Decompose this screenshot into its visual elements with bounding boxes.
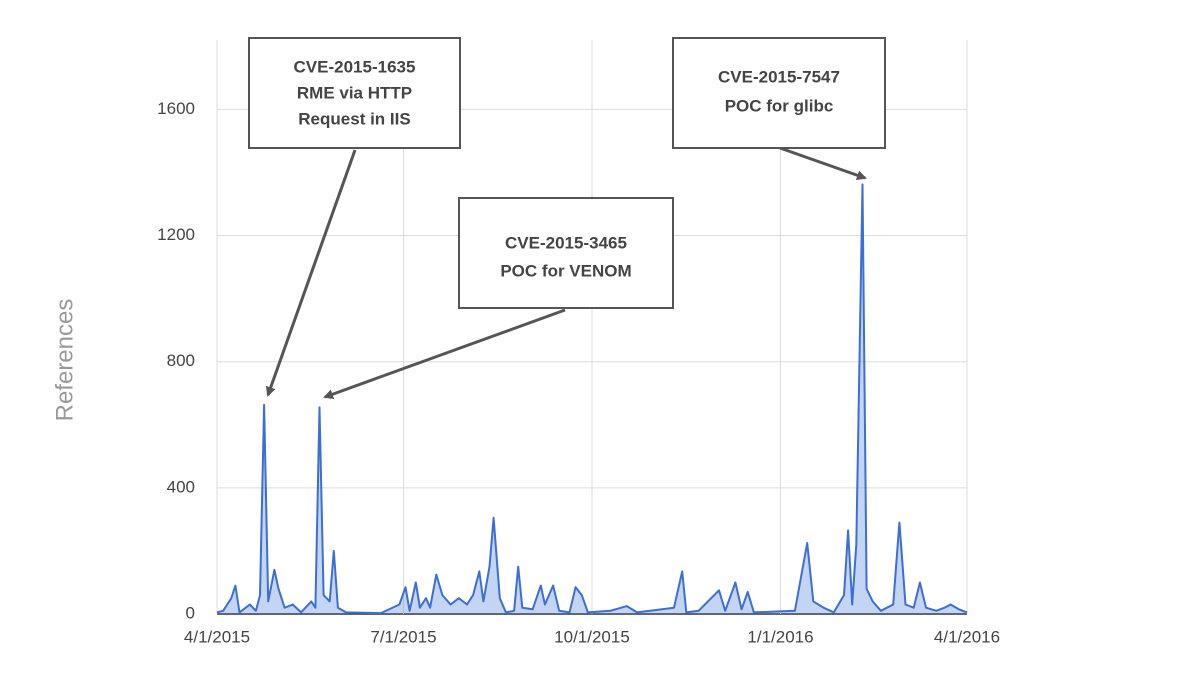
y-tick-label: 400 bbox=[167, 477, 195, 496]
y-tick-label: 0 bbox=[186, 603, 195, 622]
annotation-arrow bbox=[265, 149, 357, 397]
x-tick-label: 7/1/2015 bbox=[370, 627, 436, 646]
y-tick-label: 1600 bbox=[157, 99, 195, 118]
y-tick-label: 800 bbox=[167, 351, 195, 370]
y-tick-label: 1200 bbox=[157, 225, 195, 244]
y-axis-label: References bbox=[51, 299, 78, 422]
x-tick-label: 10/1/2015 bbox=[554, 627, 630, 646]
annotation-text: CVE-2015-1635 bbox=[294, 57, 416, 76]
annotation-box bbox=[672, 37, 886, 149]
annotation-box bbox=[458, 197, 674, 309]
line bbox=[216, 183, 968, 615]
x-tick-label: 1/1/2016 bbox=[747, 627, 813, 646]
annotation-text: Request in IIS bbox=[298, 109, 410, 128]
x-tick-label: 4/1/2015 bbox=[184, 627, 250, 646]
annotation-arrow bbox=[779, 146, 867, 181]
annotation-text: POC for glibc bbox=[725, 96, 834, 115]
annotation-text: POC for VENOM bbox=[500, 261, 631, 280]
annotation-box bbox=[248, 37, 461, 149]
x-tick-label: 4/1/2016 bbox=[934, 627, 1000, 646]
annotation-arrow bbox=[323, 308, 566, 399]
annotation-text: CVE-2015-3465 bbox=[505, 233, 627, 252]
annotation-text: CVE-2015-7547 bbox=[718, 67, 840, 86]
annotation-text: RME via HTTP bbox=[297, 83, 412, 102]
